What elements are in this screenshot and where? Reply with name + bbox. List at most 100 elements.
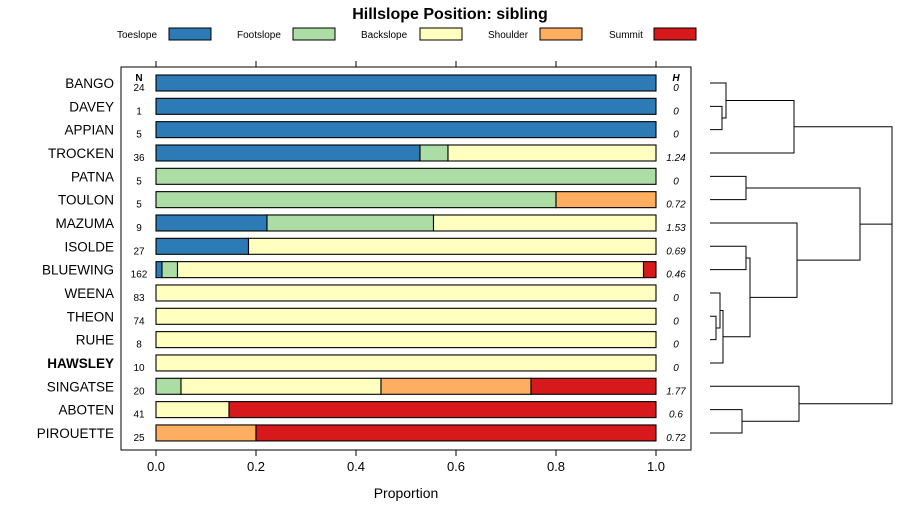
x-axis-label: Proportion xyxy=(374,485,439,501)
x-tick-label: 1.0 xyxy=(647,459,665,474)
bar-segment-summit xyxy=(255,424,657,442)
n-value: 83 xyxy=(133,293,145,304)
dendrogram-branch xyxy=(794,126,893,225)
h-value: 0.69 xyxy=(666,246,686,257)
legend-swatch-shoulder xyxy=(539,27,583,41)
bar-segment-toeslope xyxy=(155,214,268,232)
dendrogram-branch xyxy=(710,292,721,329)
bar-segment-backslope xyxy=(180,377,382,395)
h-value: 0 xyxy=(673,176,679,187)
n-value: 8 xyxy=(136,340,142,351)
h-value: 0 xyxy=(673,340,679,351)
n-value: 5 xyxy=(136,176,142,187)
dendrogram-branch xyxy=(710,385,800,422)
dendrogram-branch xyxy=(710,245,747,271)
bar-segment-summit xyxy=(530,377,657,395)
bar-row-davey: DAVEY 1 0 xyxy=(69,97,679,117)
row-label: ABOTEN xyxy=(58,403,114,418)
n-value: 10 xyxy=(133,363,145,374)
dendrogram-branch xyxy=(746,187,861,261)
dendrogram-branch xyxy=(710,82,727,119)
bar-row-bluewing: BLUEWING 162 0.46 xyxy=(42,261,686,281)
row-label: PIROUETTE xyxy=(37,426,114,441)
bar-segment-summit xyxy=(642,261,657,279)
row-label: TOULON xyxy=(58,193,114,208)
h-value: 0.46 xyxy=(666,270,686,281)
legend-swatch-toeslope xyxy=(168,27,212,41)
bar-segment-toeslope xyxy=(155,237,250,255)
row-label: PATNA xyxy=(71,169,114,184)
row-label: BLUEWING xyxy=(42,263,114,278)
dendrogram-branch xyxy=(710,222,798,298)
bar-segment-shoulder xyxy=(380,377,532,395)
h-value: 0.72 xyxy=(666,433,686,444)
bar-segment-summit xyxy=(228,401,657,419)
legend-label-shoulder: Shoulder xyxy=(488,30,529,41)
n-value: 25 xyxy=(133,433,145,444)
h-value: 0 xyxy=(673,293,679,304)
h-value: 0.6 xyxy=(669,410,683,421)
row-label: THEON xyxy=(67,309,114,324)
row-label: DAVEY xyxy=(69,99,114,114)
bar-row-mazuma: MAZUMA 9 1.53 xyxy=(56,214,686,234)
dendrogram-branch xyxy=(710,409,743,434)
bar-row-ruhe: RUHE 8 0 xyxy=(76,331,679,351)
bar-segment-backslope xyxy=(432,214,657,232)
bar-row-trocken: TROCKEN 36 1.24 xyxy=(48,144,686,164)
bar-segment-toeslope xyxy=(155,144,421,162)
bar-segment-backslope xyxy=(447,144,657,162)
bar-segment-footslope xyxy=(155,167,657,185)
h-value: 0 xyxy=(673,130,679,141)
dendrogram-branch xyxy=(799,175,893,405)
dendrogram xyxy=(710,82,893,434)
h-value: 1.53 xyxy=(666,223,686,234)
row-label: RUHE xyxy=(76,333,114,348)
bar-row-theon: THEON 74 0 xyxy=(67,307,679,327)
legend-swatch-summit xyxy=(653,27,697,41)
bar-row-weena: WEENA 83 0 xyxy=(64,284,679,304)
plot-frame xyxy=(120,66,692,451)
n-value: 162 xyxy=(131,270,148,281)
bar-segment-footslope xyxy=(155,191,557,209)
row-label: TROCKEN xyxy=(48,146,114,161)
bar-segment-backslope xyxy=(155,284,657,302)
bar-segment-shoulder xyxy=(555,191,657,209)
h-value: 0 xyxy=(673,363,679,374)
h-value: 1.77 xyxy=(666,386,686,397)
bar-segment-footslope xyxy=(266,214,435,232)
h-value: 0 xyxy=(673,106,679,117)
n-value: 36 xyxy=(133,153,145,164)
h-value: 1.24 xyxy=(666,153,686,164)
n-value: 41 xyxy=(133,410,145,421)
x-tick-label: 0.6 xyxy=(447,459,465,474)
bar-row-aboten: ABOTEN 41 0.6 xyxy=(58,401,683,421)
row-label: WEENA xyxy=(64,286,114,301)
n-column-header: N xyxy=(135,73,142,84)
n-value: 1 xyxy=(136,106,142,117)
bar-segment-shoulder xyxy=(155,424,257,442)
bar-segment-backslope xyxy=(155,331,657,349)
legend-label-toeslope: Toeslope xyxy=(117,30,157,41)
legend-label-footslope: Footslope xyxy=(237,30,281,41)
x-tick-label: 0.2 xyxy=(247,459,265,474)
bar-segment-footslope xyxy=(419,144,449,162)
bar-segment-backslope xyxy=(247,237,657,255)
legend-label-summit: Summit xyxy=(609,30,643,41)
dendrogram-branch xyxy=(710,315,717,341)
bar-row-appian: APPIAN 5 0 xyxy=(64,121,679,141)
n-value: 5 xyxy=(136,130,142,141)
bar-segment-toeslope xyxy=(155,74,657,92)
x-axis: 0.0 0.2 0.4 0.6 0.8 1.0 xyxy=(147,61,665,474)
n-value: 9 xyxy=(136,223,142,234)
h-value: 0 xyxy=(673,83,679,94)
row-label: BANGO xyxy=(65,76,114,91)
bar-row-bango: BANGO 24 0 xyxy=(65,74,679,94)
bar-segment-toeslope xyxy=(155,121,657,139)
legend-swatch-backslope xyxy=(419,27,463,41)
bar-row-pirouette: PIROUETTE 25 0.72 xyxy=(37,424,686,444)
bar-segment-toeslope xyxy=(155,97,657,115)
dendrogram-branch xyxy=(710,105,723,131)
legend: Toeslope Footslope Backslope Shoulder Summit xyxy=(117,27,697,41)
